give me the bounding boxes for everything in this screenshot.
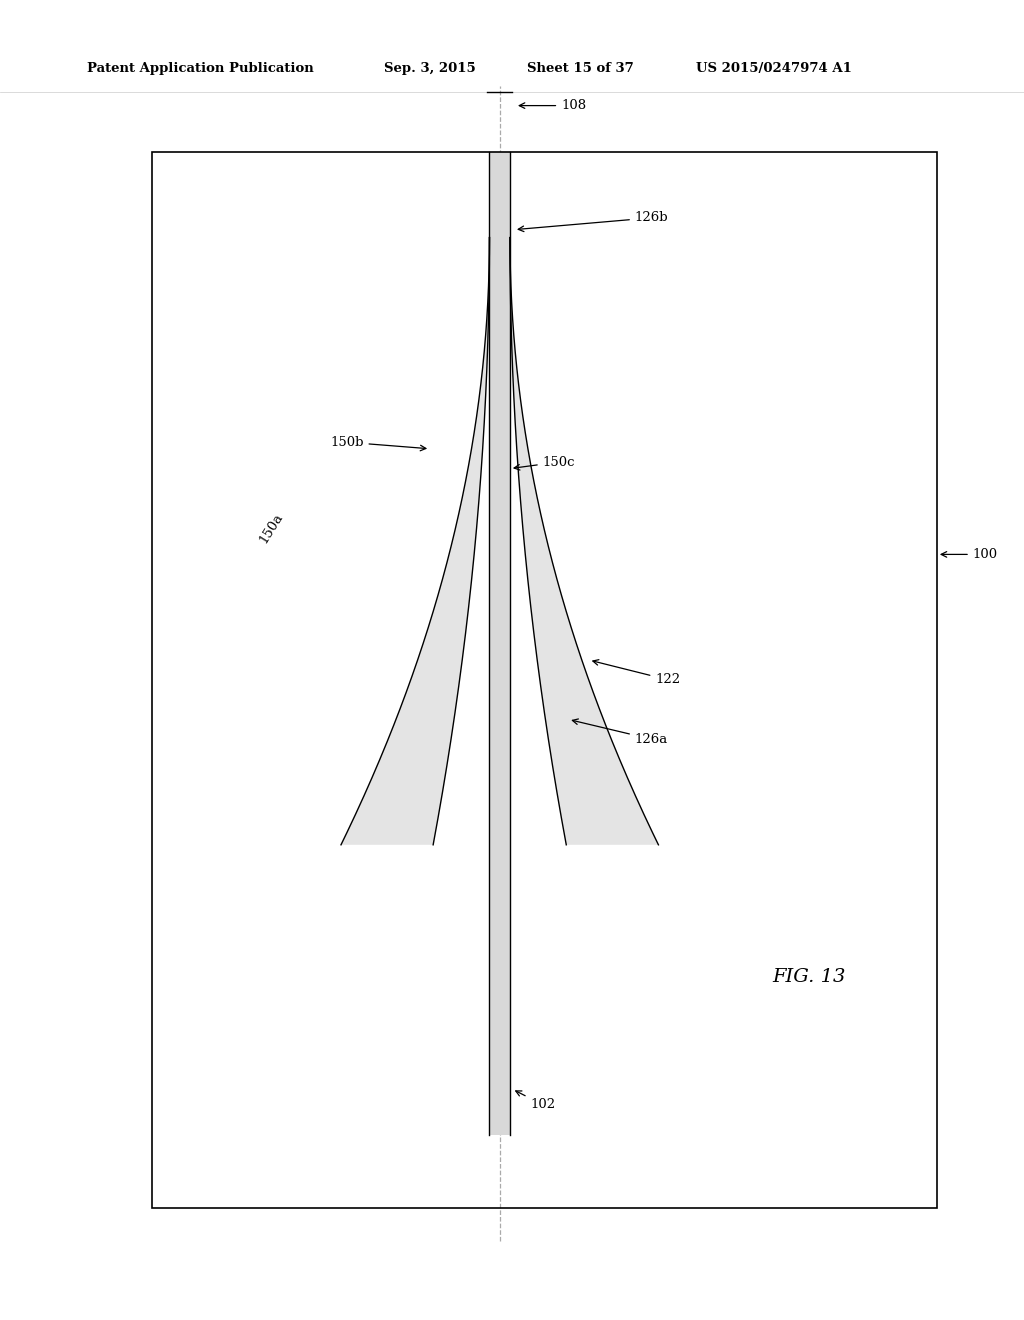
Text: Patent Application Publication: Patent Application Publication xyxy=(87,62,313,75)
Text: US 2015/0247974 A1: US 2015/0247974 A1 xyxy=(696,62,852,75)
Text: 126b: 126b xyxy=(518,211,669,231)
Text: 102: 102 xyxy=(516,1090,556,1111)
Text: Sheet 15 of 37: Sheet 15 of 37 xyxy=(527,62,634,75)
Text: Sep. 3, 2015: Sep. 3, 2015 xyxy=(384,62,476,75)
Bar xyxy=(152,152,937,1208)
Text: 150c: 150c xyxy=(514,455,575,470)
Text: FIG. 13: FIG. 13 xyxy=(772,968,846,986)
Text: 108: 108 xyxy=(519,99,587,112)
Bar xyxy=(489,152,510,1135)
Text: 100: 100 xyxy=(941,548,998,561)
Text: 150b: 150b xyxy=(330,436,426,451)
Text: 122: 122 xyxy=(593,660,681,686)
Text: 126a: 126a xyxy=(572,719,668,746)
Text: 150a: 150a xyxy=(257,511,286,545)
